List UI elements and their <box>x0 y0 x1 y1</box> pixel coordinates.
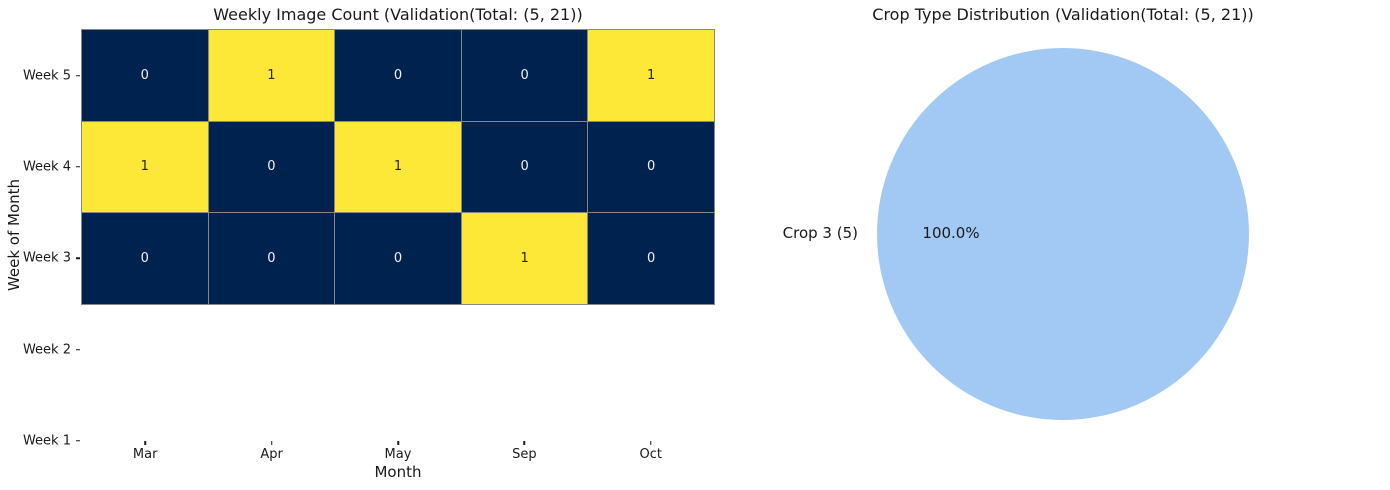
heatmap-y-tick-label: Week 5 <box>22 68 71 84</box>
heatmap-title: Weekly Image Count (Validation(Total: (5… <box>213 5 583 24</box>
heatmap-cell-value: 0 <box>140 67 149 83</box>
heatmap-cell: 0 <box>461 30 588 121</box>
heatmap-y-tick-mark <box>76 166 80 168</box>
heatmap-cell-value: 0 <box>520 67 529 83</box>
heatmap-cell-value: 0 <box>267 159 276 175</box>
heatmap-cell: 1 <box>208 30 335 121</box>
heatmap-x-tick-label: May <box>384 447 412 462</box>
heatmap-cell-value: 0 <box>267 251 276 267</box>
pie-slice-label: Crop 3 (5) <box>782 224 858 242</box>
heatmap-x-tick-mark <box>523 441 526 445</box>
heatmap-cell: 0 <box>82 213 208 304</box>
heatmap-y-tick-label: Week 2 <box>22 342 71 358</box>
heatmap-x-axis-label: Month <box>374 463 422 481</box>
heatmap-cell: 1 <box>461 213 588 304</box>
heatmap-x-tick-mark <box>270 441 273 445</box>
heatmap-y-tick-label: Week 4 <box>22 159 71 175</box>
heatmap-cell-value: 0 <box>647 251 656 267</box>
pie-slice-crop-3 <box>877 48 1249 420</box>
heatmap-cell: 1 <box>588 30 714 121</box>
pie-slice-percent-label: 100.0% <box>922 224 980 242</box>
heatmap-cell: 1 <box>335 121 461 213</box>
heatmap-cell: 0 <box>461 121 588 213</box>
heatmap-cell-value: 0 <box>140 251 149 267</box>
heatmap-x-tick-label: Mar <box>132 447 158 462</box>
heatmap-cell: 0 <box>588 213 714 304</box>
heatmap-cell-value: 1 <box>520 251 529 267</box>
heatmap-y-tick-label: Week 1 <box>22 433 71 449</box>
heatmap-y-tick-mark <box>76 74 80 77</box>
heatmap-x-tick-mark <box>144 441 146 445</box>
heatmap-grid: 0 1 0 0 1 1 0 1 0 0 0 0 0 1 0 <box>81 29 715 305</box>
heatmap-cell-value: 1 <box>393 159 403 175</box>
heatmap-cell: 0 <box>335 213 461 304</box>
heatmap-cell-value: 1 <box>140 159 149 175</box>
heatmap-y-tick-label: Week 3 <box>22 250 71 266</box>
heatmap-x-tick-label: Sep <box>512 447 537 462</box>
heatmap-x-tick-label: Apr <box>260 447 283 462</box>
heatmap-cell: 0 <box>82 30 208 121</box>
heatmap-cell: 1 <box>82 121 208 213</box>
heatmap-cell: 0 <box>588 121 714 213</box>
heatmap-x-tick-label: Oct <box>639 447 663 462</box>
heatmap-cell: 0 <box>208 121 335 213</box>
heatmap-cell-value: 0 <box>393 251 403 267</box>
heatmap-cell-value: 0 <box>393 67 403 83</box>
heatmap-cell: 0 <box>335 30 461 121</box>
heatmap-x-tick-mark <box>397 441 399 445</box>
heatmap-y-tick-mark <box>76 257 80 260</box>
heatmap-cell-value: 1 <box>267 67 276 83</box>
heatmap-cell-value: 0 <box>520 159 529 175</box>
heatmap-cell: 0 <box>208 213 335 304</box>
heatmap-y-axis-label: Week of Month <box>5 178 23 292</box>
heatmap-cell-value: 1 <box>647 67 656 83</box>
pie-title: Crop Type Distribution (Validation(Total… <box>872 5 1254 24</box>
heatmap-y-tick-mark <box>76 348 80 351</box>
heatmap-y-tick-mark <box>76 440 80 442</box>
heatmap-cell-value: 0 <box>647 159 656 175</box>
heatmap-x-tick-mark <box>650 441 652 445</box>
